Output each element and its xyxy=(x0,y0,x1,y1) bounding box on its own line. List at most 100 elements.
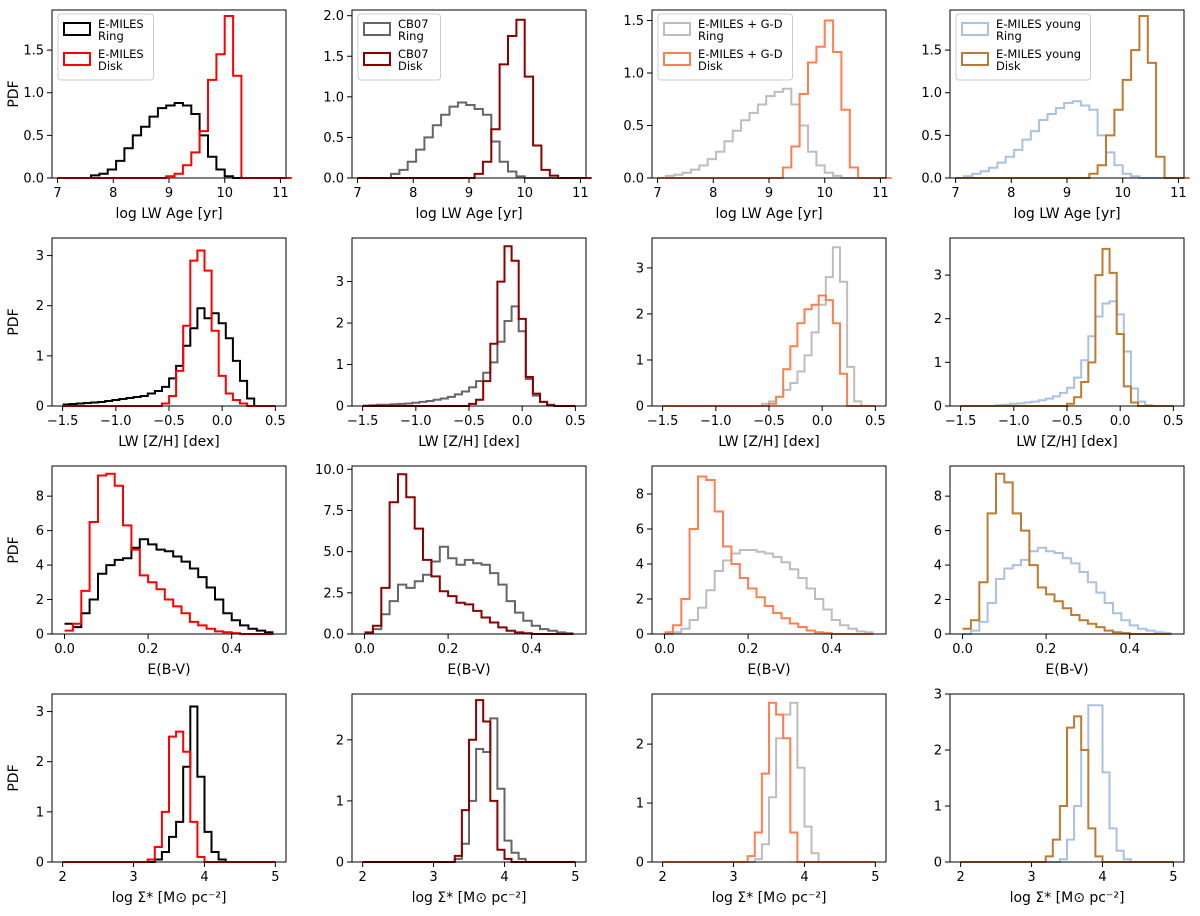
x-tick-label: 0.0 xyxy=(952,642,973,657)
chart-panel-r2-c4: −1.5 −1.0 −0.5 0.0 0.5 0 1 2 3 LW [Z/H] [dex] xyxy=(934,237,1185,450)
y-tick-label: 2 xyxy=(36,755,44,770)
y-tick-label: 7.5 xyxy=(323,504,344,519)
chart-panel-r3-c2: 0.0 0.2 0.4 0.0 2.5 5.0 7.5 10.0 E(B-V) xyxy=(315,463,587,678)
y-tick-label: 1 xyxy=(36,349,44,364)
y-tick-label: 6 xyxy=(636,523,644,538)
histogram-ring-series xyxy=(955,100,1190,179)
legend-label: E-MILES + G-D xyxy=(698,17,783,31)
chart-panel-r2-c2: −1.5 −1.0 −0.5 0.0 0.5 0 1 2 3 LW [Z/H] [dex] xyxy=(336,237,587,450)
histogram-ring-series xyxy=(64,538,274,634)
histogram-disk-series xyxy=(364,473,574,635)
y-tick-label: 0 xyxy=(36,628,44,643)
x-tick-label: 11 xyxy=(572,186,589,201)
y-tick-label: 8 xyxy=(36,490,44,505)
y-tick-label: 2 xyxy=(636,593,644,608)
chart-panel-r1-c4: 7 8 9 10 11 0.0 0.5 1.0 1.5 log LW Age [yr] E-MILE… xyxy=(921,9,1190,222)
y-tick-label: 0 xyxy=(336,400,344,415)
x-tick-label: 0.4 xyxy=(1119,642,1140,657)
x-tick-label: 0.0 xyxy=(654,642,675,657)
y-tick-label: 2 xyxy=(934,312,942,327)
axes-frame xyxy=(351,465,587,635)
y-tick-label: 1.0 xyxy=(623,67,644,82)
legend-swatch xyxy=(961,52,989,66)
y-tick-label: 0.5 xyxy=(23,129,44,144)
x-tick-label: 10 xyxy=(516,186,533,201)
x-tick-label: 0.5 xyxy=(865,414,886,429)
x-axis-label: E(B-V) xyxy=(147,662,190,678)
x-tick-label: 3 xyxy=(729,870,737,885)
x-axis-label: LW [Z/H] [dex] xyxy=(718,434,819,450)
y-tick-label: 0.0 xyxy=(323,628,344,643)
x-tick-label: 7 xyxy=(53,186,61,201)
y-tick-label: 2 xyxy=(36,593,44,608)
y-tick-label: 2 xyxy=(636,307,644,322)
y-tick-label: 1 xyxy=(36,805,44,820)
x-axis-label: LW [Z/H] [dex] xyxy=(1016,434,1117,450)
x-tick-label: 0.2 xyxy=(738,642,759,657)
x-tick-label: 0.2 xyxy=(438,642,459,657)
y-tick-label: 0.0 xyxy=(323,172,344,187)
x-tick-label: −1.5 xyxy=(647,414,679,429)
x-tick-label: 5 xyxy=(1169,870,1177,885)
y-tick-label: 3 xyxy=(336,275,344,290)
y-tick-label: 0 xyxy=(636,400,644,415)
legend-label: E-MILES young xyxy=(996,47,1081,61)
x-tick-label: 0.0 xyxy=(212,414,233,429)
y-tick-label: 6 xyxy=(36,524,44,539)
histogram-ring-series xyxy=(962,546,1172,635)
x-axis-label: log LW Age [yr] xyxy=(115,206,222,222)
y-axis-label: PDF xyxy=(6,764,22,791)
legend-label: Disk xyxy=(98,59,123,73)
histogram-disk-series xyxy=(362,245,576,407)
x-tick-label: 0.0 xyxy=(1110,414,1131,429)
chart-panel-r1-c2: 7 8 9 10 11 0.0 0.5 1.0 1.5 2.0 log LW Age [yr] CB0… xyxy=(323,9,592,222)
legend-label: E-MILES xyxy=(98,47,144,61)
axes-frame xyxy=(651,237,887,407)
y-tick-label: 2 xyxy=(934,593,942,608)
x-axis-label: log LW Age [yr] xyxy=(1013,206,1120,222)
x-axis-label: log Σ* [M⊙ pc⁻²] xyxy=(1010,890,1125,906)
axes-frame xyxy=(651,693,887,863)
y-tick-label: 1.5 xyxy=(323,50,344,65)
y-tick-label: 0.5 xyxy=(921,129,942,144)
x-tick-label: 8 xyxy=(109,186,117,201)
histogram-ring-series xyxy=(662,246,876,407)
x-tick-label: 0.5 xyxy=(1163,414,1184,429)
y-tick-label: 0.5 xyxy=(323,131,344,146)
histogram-disk-series xyxy=(960,247,1174,407)
legend-label: Disk xyxy=(698,59,723,73)
chart-panel-r3-c1: 0.0 0.2 0.4 0 2 4 6 8 E(B-V) PDF xyxy=(6,465,287,678)
chart-panel-r4-c4: 2 3 4 5 0 1 2 3 log Σ* [M⊙ pc⁻²] xyxy=(934,688,1185,906)
chart-panel-r2-c3: −1.5 −1.0 −0.5 0.0 0.5 0 1 2 3 LW [Z/H] [dex] xyxy=(636,237,887,450)
x-tick-label: −1.5 xyxy=(945,414,977,429)
legend-swatch xyxy=(63,52,91,66)
legend-frame xyxy=(657,13,793,81)
x-tick-label: 5 xyxy=(871,870,879,885)
x-tick-label: 2 xyxy=(58,870,66,885)
y-tick-label: 2 xyxy=(934,744,942,759)
chart-panel-r2-c1: −1.5 −1.0 −0.5 0.0 0.5 0 1 2 3 LW [Z/H] [dex] PDF xyxy=(6,237,287,450)
x-tick-label: 0.2 xyxy=(138,642,159,657)
axes-frame xyxy=(949,693,1185,863)
x-tick-label: 9 xyxy=(1063,186,1071,201)
x-tick-label: 9 xyxy=(465,186,473,201)
chart-panel-r4-c2: 2 3 4 5 0 1 2 log Σ* [M⊙ pc⁻²] xyxy=(336,693,587,906)
legend-swatch xyxy=(663,22,691,36)
x-axis-label: LW [Z/H] [dex] xyxy=(118,434,219,450)
y-axis-label: PDF xyxy=(6,308,22,335)
x-tick-label: 0.0 xyxy=(812,414,833,429)
x-tick-label: −0.5 xyxy=(153,414,185,429)
x-axis-label: LW [Z/H] [dex] xyxy=(418,434,519,450)
x-tick-label: −0.5 xyxy=(453,414,485,429)
histogram-disk-series xyxy=(962,472,1172,635)
x-tick-label: 10 xyxy=(1114,186,1131,201)
y-tick-label: 0 xyxy=(36,856,44,871)
histogram-disk-series xyxy=(64,472,274,635)
legend-frame xyxy=(357,13,441,81)
y-tick-label: 1 xyxy=(934,356,942,371)
chart-panel-r1-c1: 7 8 9 10 11 0.0 0.5 1.0 1.5 log LW Age [yr] PDF E-M… xyxy=(6,9,292,222)
x-tick-label: −1.0 xyxy=(700,414,732,429)
x-tick-label: −1.5 xyxy=(47,414,79,429)
